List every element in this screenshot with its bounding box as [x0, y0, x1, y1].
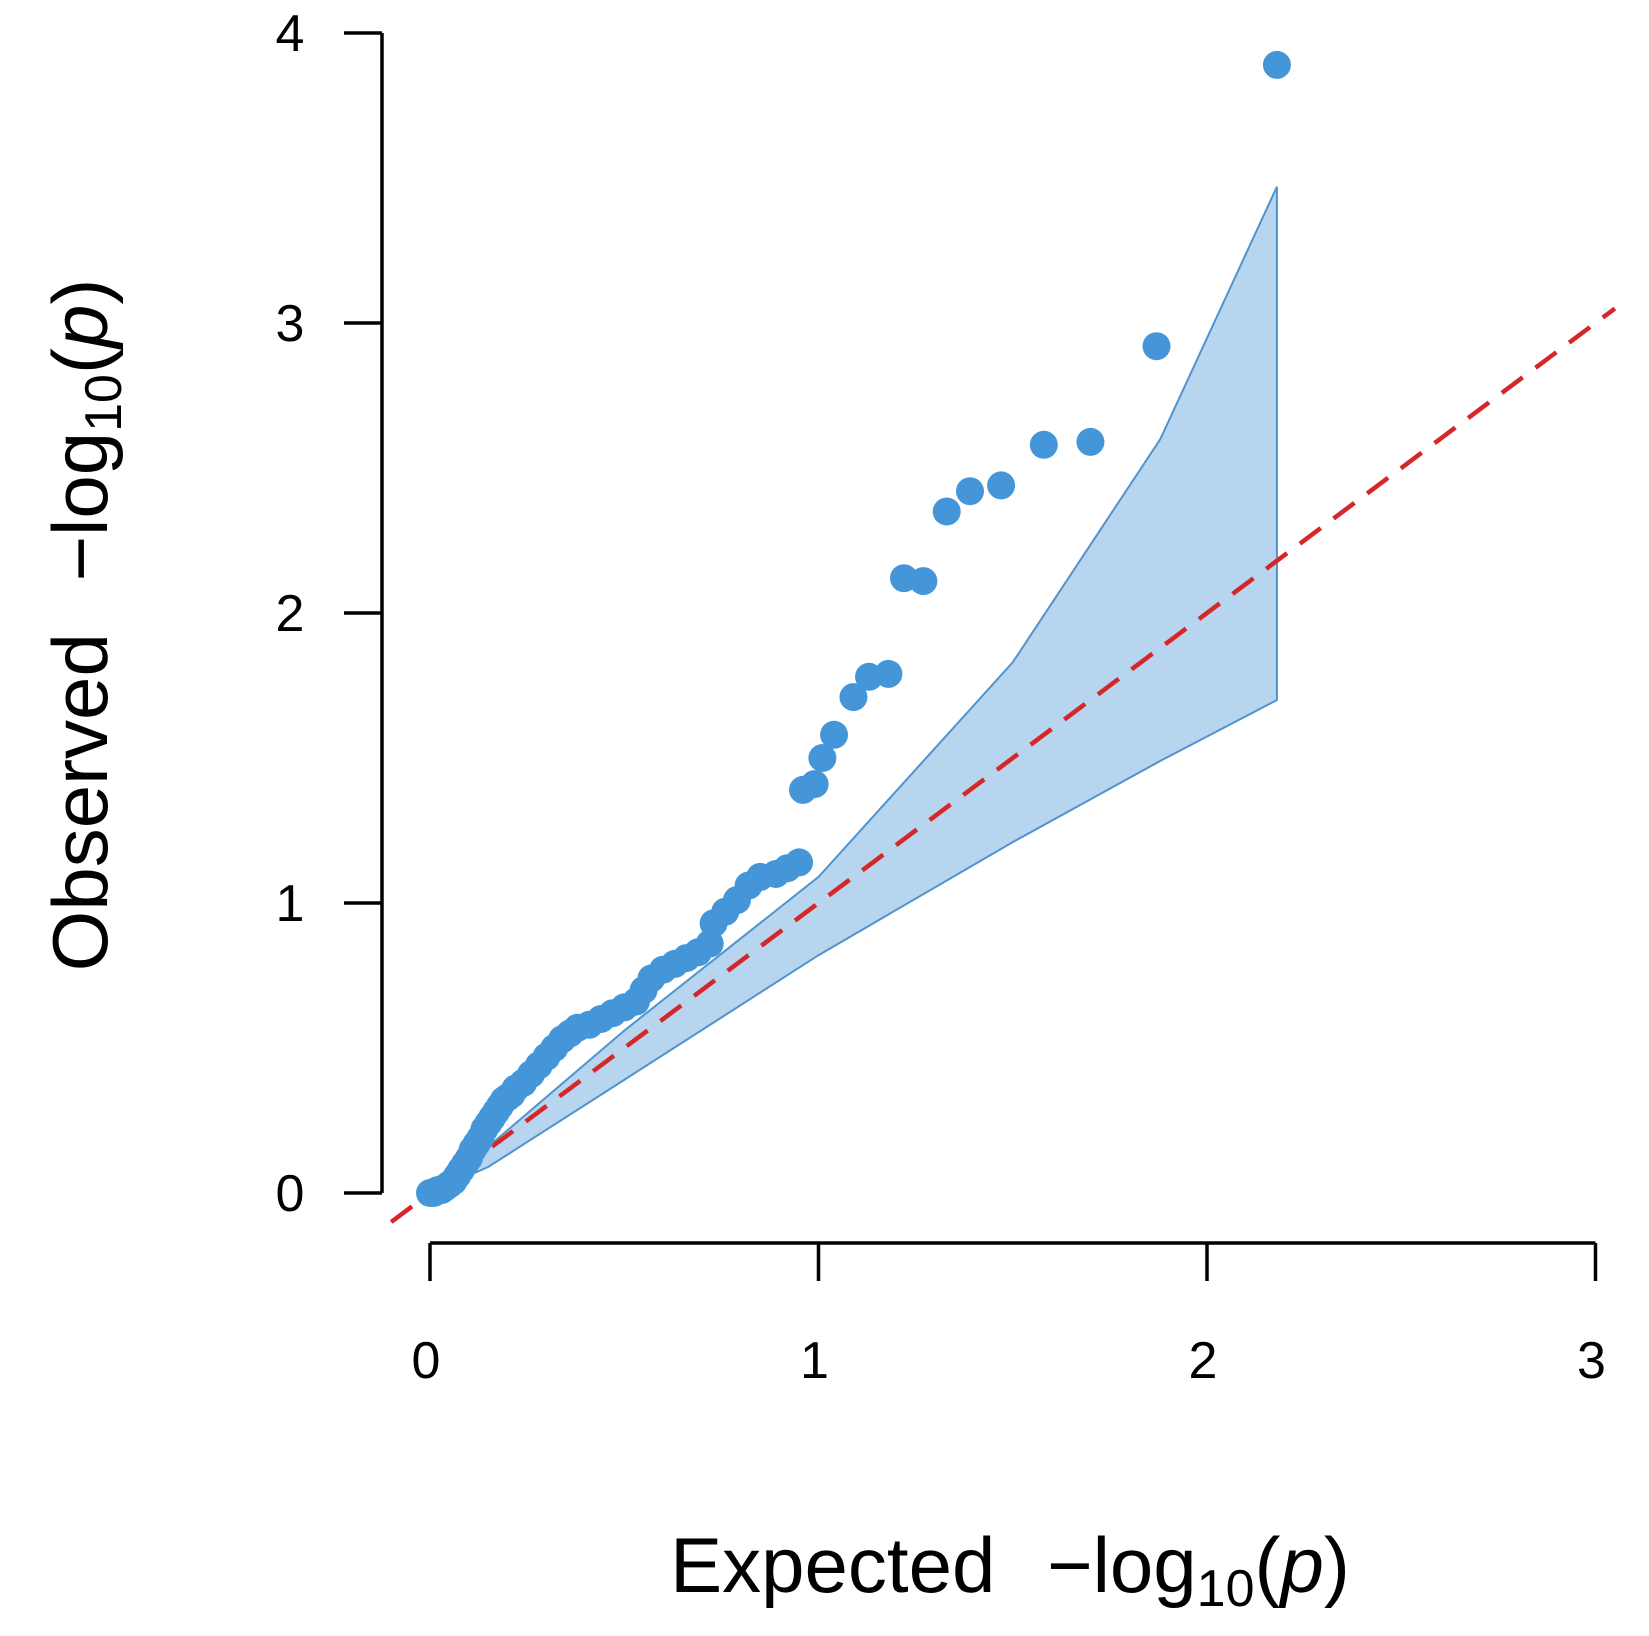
reference-line-layer	[389, 306, 1617, 1224]
data-point	[839, 683, 868, 712]
x-tick-label: 2	[1189, 1332, 1218, 1390]
data-point	[800, 770, 829, 799]
x-tick-label: 0	[412, 1332, 441, 1390]
y-tick-label: 1	[276, 875, 305, 933]
x-tick-label: 3	[1577, 1332, 1606, 1390]
data-point	[808, 744, 837, 772]
y-tick-label: 4	[276, 5, 305, 63]
data-point	[932, 497, 961, 526]
x-axis-title: Expected −log10(p)	[670, 1521, 1350, 1618]
points-layer	[416, 50, 1291, 1207]
reference-line	[389, 306, 1617, 1224]
y-axis-title: Observed −log10(p)	[36, 279, 133, 972]
data-point	[1142, 332, 1171, 361]
data-point	[1029, 430, 1058, 459]
y-tick-label: 2	[276, 585, 305, 643]
data-point	[909, 567, 938, 596]
data-point	[987, 471, 1016, 500]
y-tick-label: 3	[276, 295, 305, 353]
y-tick-label: 0	[276, 1165, 305, 1223]
data-point	[1262, 50, 1291, 79]
data-point	[785, 848, 814, 877]
x-tick-label: 1	[800, 1332, 829, 1390]
data-point	[956, 477, 985, 506]
data-point	[1076, 427, 1105, 456]
data-point	[820, 720, 849, 749]
y-axis: 0 1 2 3 4	[276, 5, 384, 1223]
data-point	[874, 659, 903, 688]
x-axis: 0 1 2 3	[412, 1241, 1606, 1390]
